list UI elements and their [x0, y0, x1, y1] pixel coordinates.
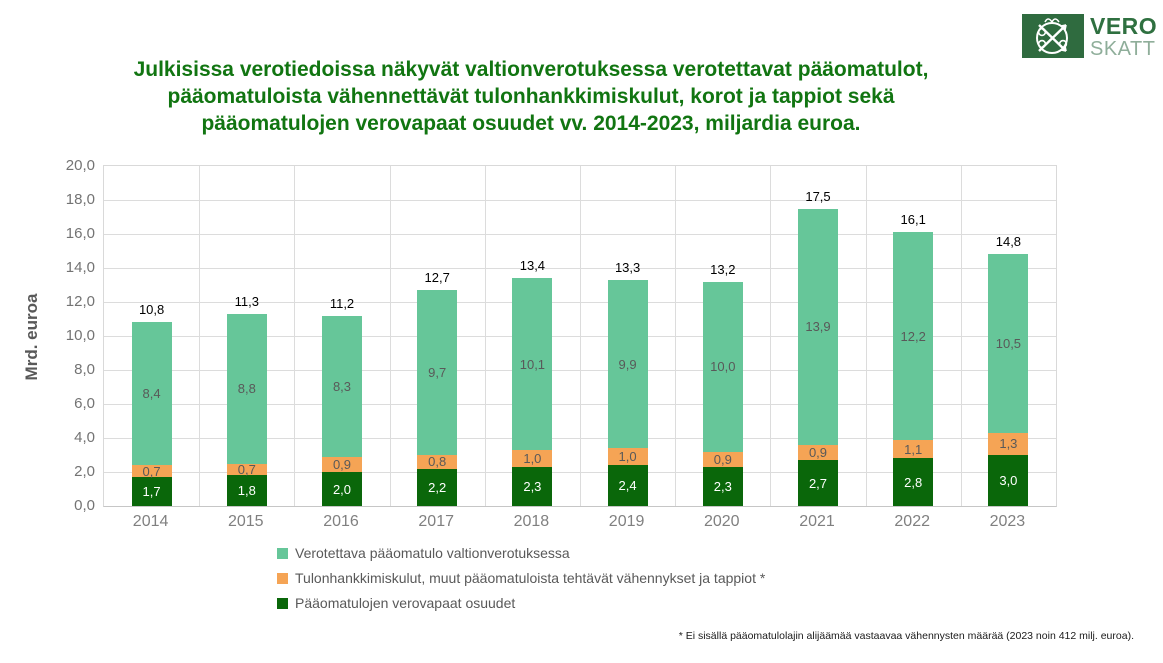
- legend-swatch-icon: [277, 547, 288, 559]
- x-tick-label: 2023: [989, 513, 1026, 530]
- v-gridline: [960, 166, 962, 506]
- x-tick-label: 2014: [132, 513, 169, 530]
- chart-title: Julkisissa verotiedoissa näkyvät valtion…: [0, 56, 1062, 137]
- bar-segment-2016-s1: 0,9: [322, 456, 362, 472]
- legend-swatch-icon: [277, 572, 288, 584]
- x-axis-ticks: 2014 2015 2016 2017 2018 2019 2020 2021 2022 2023: [103, 513, 1057, 533]
- bar-total-label: 16,1: [900, 212, 926, 228]
- bar-segment-2022-s0: 2,8: [893, 458, 934, 506]
- bar-segment-2019-s2: 9,9: [607, 279, 648, 449]
- logo-text-skatt: SKATT: [1090, 38, 1156, 60]
- x-tick-label: 2021: [799, 513, 835, 530]
- chart-title-line3: pääomatulojen verovapaat osuudet vv. 201…: [201, 112, 861, 135]
- v-gridline: [389, 166, 391, 506]
- vero-skatt-logo: VERO SKATT: [1022, 14, 1157, 59]
- x-tick-label: 2018: [513, 513, 550, 530]
- chart-title-line1: Julkisissa verotiedoissa näkyvät valtion…: [133, 58, 929, 81]
- y-tick-label: 0,0: [74, 497, 95, 514]
- y-tick-label: 18,0: [65, 191, 95, 208]
- legend-item: Verotettava pääomatulo valtionverotukses…: [277, 545, 765, 561]
- y-tick-label: 16,0: [65, 225, 95, 242]
- bar-segment-2021-s2: 13,9: [798, 208, 838, 445]
- y-tick-label: 12,0: [65, 293, 95, 310]
- bar-total-label: 17,5: [805, 188, 831, 204]
- v-gridline: [675, 166, 677, 506]
- y-tick-label: 14,0: [65, 259, 95, 276]
- bar-segment-2014-s0: 1,7: [131, 477, 172, 506]
- bar-total-label: 11,3: [234, 293, 259, 309]
- bar-total-label: 12,7: [424, 270, 450, 286]
- bar-segment-2023-s1: 1,3: [988, 432, 1029, 455]
- y-tick-label: 2,0: [74, 463, 95, 480]
- legend-swatch-icon: [277, 597, 288, 609]
- bar-segment-2019-s1: 1,0: [607, 448, 648, 466]
- bar-segment-2023-s2: 10,5: [988, 254, 1029, 433]
- v-gridline: [580, 166, 581, 506]
- vero-emblem-icon: [1022, 14, 1084, 58]
- y-tick-label: 8,0: [74, 361, 95, 378]
- bar-total-label: 13,2: [710, 261, 736, 277]
- bar-segment-2019-s0: 2,4: [607, 465, 648, 506]
- bar-total-label: 13,4: [519, 258, 546, 274]
- chart-title-line2: pääomatuloista vähennettävät tulonhankki…: [167, 85, 895, 108]
- y-tick-label: 4,0: [74, 429, 95, 446]
- bar-segment-2017-s1: 0,8: [417, 454, 458, 469]
- x-tick-label: 2017: [418, 513, 454, 530]
- bar-segment-2023-s0: 3,0: [988, 455, 1029, 506]
- bar-total-label: 13,3: [614, 259, 641, 275]
- v-gridline: [484, 166, 486, 506]
- bar-segment-2018-s2: 10,1: [512, 278, 553, 450]
- x-tick-label: 2019: [608, 513, 645, 530]
- bar-segment-2022-s2: 12,2: [893, 232, 934, 440]
- v-gridline: [199, 166, 201, 506]
- bar-segment-2018-s1: 1,0: [512, 449, 553, 467]
- bar-segment-2021-s0: 2,7: [798, 460, 838, 506]
- x-tick-label: 2022: [894, 513, 930, 530]
- bar-segment-2017-s0: 2,2: [417, 468, 458, 506]
- legend-label: Tulonhankkimiskulut, muut pääomatuloista…: [295, 570, 766, 586]
- legend-item: Pääomatulojen verovapaat osuudet: [277, 595, 765, 611]
- v-gridline: [770, 166, 772, 506]
- legend-label: Pääomatulojen verovapaat osuudet: [295, 595, 516, 611]
- bar-segment-2014-s2: 8,4: [131, 322, 172, 466]
- bar-segment-2017-s2: 9,7: [417, 290, 458, 455]
- y-tick-label: 10,0: [65, 327, 95, 344]
- y-axis-ticks: 20,0 18,0 16,0 14,0 12,0 10,0 8,0 6,0 4,0 2,0 0,0: [0, 157, 95, 514]
- bar-segment-2015-s2: 8,8: [226, 313, 267, 464]
- bar-segment-2016-s2: 8,3: [322, 315, 362, 457]
- bar-segment-2020-s0: 2,3: [702, 466, 743, 506]
- x-tick-label: 2015: [227, 513, 264, 530]
- bar-segment-2020-s2: 10,0: [702, 281, 743, 452]
- bar-segment-2021-s1: 0,9: [798, 444, 838, 461]
- bar-segment-2022-s1: 1,1: [893, 439, 934, 459]
- y-tick-label: 20,0: [65, 157, 95, 174]
- x-tick-label: 2016: [323, 513, 359, 530]
- bar-total-label: 11,2: [329, 295, 355, 311]
- footnote: * Ei sisällä pääomatulolajin alijäämää v…: [678, 630, 1134, 642]
- y-tick-label: 6,0: [74, 395, 95, 412]
- legend-label: Verotettava pääomatulo valtionverotukses…: [295, 545, 570, 561]
- legend: Verotettava pääomatulo valtionverotukses…: [277, 545, 765, 620]
- bar-segment-2015-s1: 0,7: [226, 462, 267, 477]
- bar-segment-2016-s0: 2,0: [322, 472, 362, 506]
- bar-total-label: 14,8: [995, 234, 1022, 250]
- bar-segment-2015-s0: 1,8: [226, 475, 267, 506]
- v-gridline: [865, 166, 867, 506]
- logo-text: VERO SKATT: [1090, 13, 1158, 60]
- plot-area: 1,7 0,7 8,4 10,8 1,8 0,7 8,8 11,3 2,0 0,9 8,3 11,2 2…: [103, 165, 1057, 507]
- bar-segment-2020-s1: 0,9: [702, 451, 743, 467]
- x-tick-label: 2020: [703, 513, 740, 530]
- logo-text-vero: VERO: [1090, 13, 1158, 39]
- v-gridline: [294, 166, 296, 506]
- bar-segment-2018-s0: 2,3: [512, 466, 553, 506]
- legend-item: Tulonhankkimiskulut, muut pääomatuloista…: [277, 570, 765, 586]
- bar-segment-2014-s1: 0,7: [131, 464, 172, 479]
- bar-total-label: 10,8: [138, 302, 165, 318]
